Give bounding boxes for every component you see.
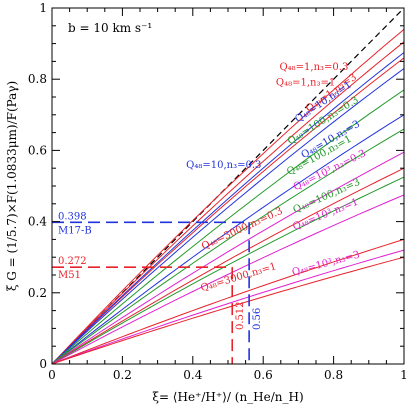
y-tick-label: 0.4	[28, 215, 47, 229]
marker-xi-value-1: 0.512	[235, 301, 246, 330]
x-tick-label: 0	[48, 368, 56, 382]
curves-layer	[52, 8, 404, 364]
series-label-0: Q₄₈=1,n₃=0.3	[279, 62, 348, 73]
series-line-9	[52, 167, 404, 364]
series-line-14	[52, 256, 404, 364]
marker-object-1: M51	[58, 270, 81, 281]
markers-layer: 0.398 M17-B 0.56 0.272 M51 0.512	[52, 211, 263, 364]
y-tick-label: 1	[39, 1, 47, 15]
marker-g-value-1: 0.272	[58, 256, 87, 267]
y-tick-label: 0.2	[28, 286, 47, 300]
marker-xi-value-0: 0.56	[252, 308, 263, 330]
series-line-3	[52, 52, 404, 364]
x-tick-label: 1	[400, 368, 408, 382]
series-line-11	[52, 194, 404, 364]
axes-layer: 0 0.2 0.4 0.6 0.8 1 0 0.2 0.4 0.6 0.8 1	[28, 1, 408, 382]
series-line-6	[52, 89, 404, 364]
series-line-8	[52, 151, 404, 364]
series-line-5	[52, 114, 404, 364]
series-line-2	[52, 57, 404, 364]
series-label-3: Q₄₈=10,n₃=0.3	[186, 160, 261, 171]
series-label-1: Q₄₈=1,n₃=1	[276, 78, 335, 89]
series-line-1	[52, 41, 404, 364]
x-tick-label: 0.6	[254, 368, 273, 382]
series-line-4	[52, 68, 404, 364]
y-tick-label: 0.6	[28, 143, 47, 157]
x-axis-title: ξ= ⟨He⁺/H⁺⟩/ (n_He/n_H)	[152, 390, 303, 404]
series-line-13	[52, 249, 404, 364]
series-line-0	[52, 28, 404, 364]
marker-object-0: M17-B	[58, 225, 92, 236]
marker-g-value-0: 0.398	[58, 211, 87, 222]
y-axis-title: ξ G = (1/5.7)×F(1.0833μm)/F(Paγ)	[5, 81, 19, 291]
series-line-12	[52, 238, 404, 364]
annotation-text: b = 10 km s⁻¹	[68, 21, 152, 35]
y-tick-label: 0.8	[28, 72, 47, 86]
x-tick-label: 0.8	[324, 368, 343, 382]
x-tick-label: 0.2	[113, 368, 132, 382]
series-line-10	[52, 176, 404, 364]
series-line-7	[52, 128, 404, 364]
y-tick-label: 0	[39, 357, 47, 371]
x-tick-label: 0.4	[183, 368, 202, 382]
